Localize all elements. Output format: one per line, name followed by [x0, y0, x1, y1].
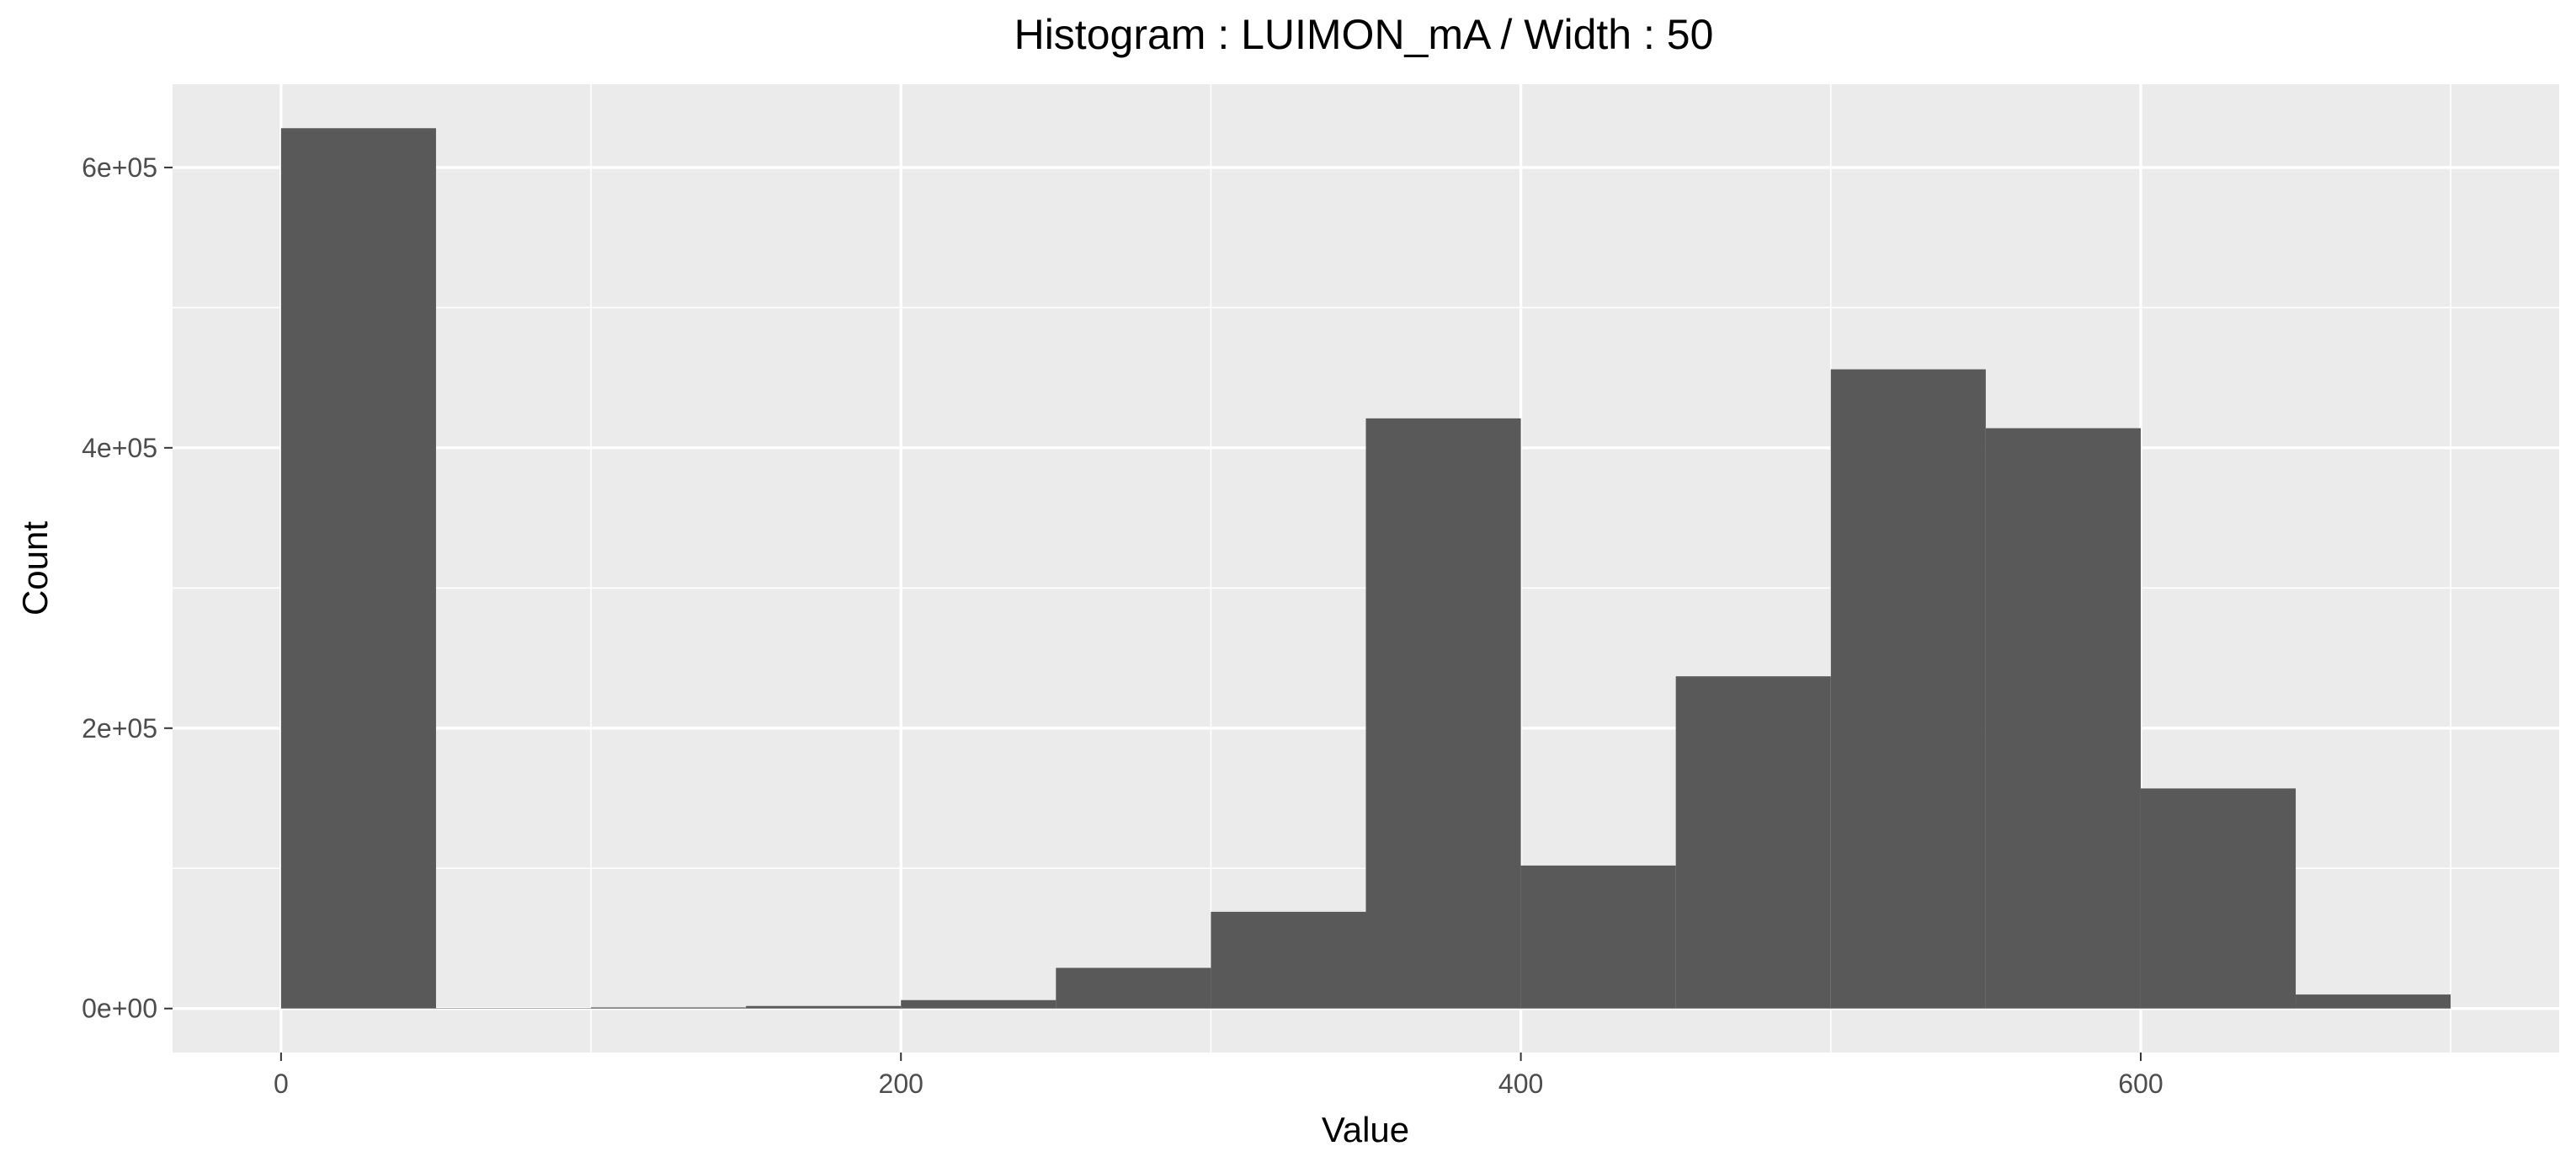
histogram-bar: [1520, 865, 1676, 1009]
histogram-bar: [1830, 369, 1986, 1009]
histogram-bar: [2140, 788, 2297, 1009]
histogram-bar: [280, 128, 436, 1009]
x-tick-label: 600: [2118, 1069, 2163, 1099]
x-tick-label: 400: [1498, 1069, 1543, 1099]
x-axis: 0 200 400 600: [274, 1053, 2164, 1099]
x-tick-label: 0: [274, 1069, 289, 1099]
y-tick-label: 0e+00: [82, 994, 157, 1024]
histogram-bar: [1365, 418, 1521, 1009]
histogram-bars: [280, 128, 2451, 1009]
histogram-bar: [1056, 967, 1211, 1009]
y-tick-label: 6e+05: [82, 152, 157, 183]
histogram-bar: [1211, 911, 1366, 1009]
y-tick-label: 4e+05: [82, 433, 157, 463]
histogram-bar: [1985, 428, 2141, 1009]
x-axis-title: Value: [1322, 1110, 1409, 1149]
histogram-bar: [746, 1005, 902, 1009]
x-tick-label: 200: [879, 1069, 923, 1099]
histogram-bar: [901, 999, 1056, 1009]
histogram-bar: [2296, 994, 2451, 1009]
histogram-bar: [1675, 676, 1831, 1009]
y-axis: 0e+00 2e+05 4e+05 6e+05: [82, 152, 173, 1024]
y-tick-label: 2e+05: [82, 713, 157, 744]
y-axis-title: Count: [15, 521, 55, 616]
chart-title: Histogram : LUIMON_mA / Width : 50: [1014, 11, 1714, 58]
histogram-bar: [591, 1007, 747, 1009]
